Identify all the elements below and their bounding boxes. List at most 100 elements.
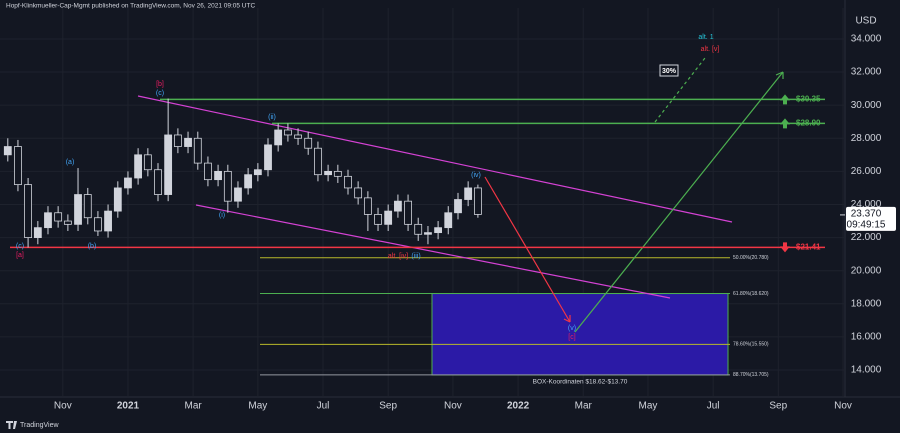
countdown: 09:49:15 xyxy=(847,220,886,231)
x-tick-label: Nov xyxy=(444,401,462,412)
candle-body xyxy=(244,174,253,189)
candle-body xyxy=(214,170,222,181)
y-tick-label: 16.000 xyxy=(851,332,882,343)
y-tick-label: 34.000 xyxy=(851,34,882,45)
wave-label: (b) xyxy=(88,243,97,250)
y-tick-label: 18.000 xyxy=(851,298,882,309)
fib-label: 88.70%(13.705) xyxy=(733,372,769,378)
candle-body xyxy=(54,212,63,222)
x-tick-label: Mar xyxy=(575,401,593,412)
candle-body xyxy=(284,129,292,136)
logo: TradingView xyxy=(20,422,59,429)
candle-body xyxy=(83,194,92,219)
x-tick-label: 2021 xyxy=(117,401,140,412)
note-box xyxy=(659,64,679,77)
candle-body xyxy=(3,146,12,156)
green-arrow-head xyxy=(775,71,784,79)
candle-body xyxy=(324,170,332,176)
channel-upper xyxy=(137,95,733,223)
x-tick-label: Jul xyxy=(707,401,720,412)
candle-body xyxy=(444,212,453,229)
y-tick-label: 14.000 xyxy=(851,365,882,376)
candle-body xyxy=(404,200,412,225)
candle-body xyxy=(454,199,462,214)
candle-body xyxy=(363,197,372,215)
candle-body xyxy=(124,177,132,189)
candle-body xyxy=(264,144,272,171)
candle-body xyxy=(424,232,432,235)
candle-body xyxy=(44,212,52,229)
candle-body xyxy=(24,184,32,238)
x-tick-label: May xyxy=(639,401,658,412)
wave-label: alt. [iv] xyxy=(388,253,408,260)
candle-body xyxy=(164,134,173,195)
candle-body xyxy=(354,187,363,199)
level-label: $21.41 xyxy=(796,242,821,251)
x-tick-label: 2022 xyxy=(507,401,530,412)
candle-body xyxy=(464,187,473,200)
wave-label: (v) xyxy=(568,325,576,332)
y-tick-label: 24.000 xyxy=(851,199,882,210)
fib-label: 78.60%(15.550) xyxy=(733,342,769,348)
x-tick-label: Jul xyxy=(317,401,330,412)
candle-body xyxy=(193,137,202,164)
candle-body xyxy=(223,170,232,202)
wave-label: (iii) xyxy=(411,253,420,260)
y-tick-label: 22.000 xyxy=(851,232,882,243)
wave-label: (iv) xyxy=(471,172,481,179)
wave-label: (ii) xyxy=(268,114,276,121)
candle-body xyxy=(134,154,143,179)
wave-label: [b] xyxy=(156,81,164,88)
candle-body xyxy=(253,169,262,176)
candle-body xyxy=(414,223,423,235)
candle-body xyxy=(374,214,382,225)
candle-body xyxy=(384,210,393,225)
candle-body xyxy=(204,162,212,181)
x-tick-label: Mar xyxy=(184,401,202,412)
candle-body xyxy=(113,187,122,212)
wave-label: (c) xyxy=(16,243,24,250)
x-tick-label: May xyxy=(248,401,267,412)
candle-body xyxy=(473,187,482,215)
candle-body xyxy=(314,147,322,176)
wave-label: alt. [v] xyxy=(701,46,720,53)
note: 30% xyxy=(662,68,677,75)
candle-body xyxy=(304,137,313,149)
level-label: $30.35 xyxy=(796,94,821,103)
price-tag xyxy=(846,206,896,231)
level-arrow xyxy=(780,94,790,105)
fib-label: 50.00%(20.780) xyxy=(733,255,769,261)
target-box xyxy=(431,293,729,376)
candle-body xyxy=(184,137,192,147)
candle-body xyxy=(173,134,182,147)
candle-body xyxy=(33,227,42,238)
x-tick-label: Nov xyxy=(54,401,72,412)
wave-label: [a] xyxy=(16,252,24,259)
currency: USD xyxy=(855,16,876,27)
candle-body xyxy=(143,154,152,171)
candle-body xyxy=(434,227,443,234)
candle-body xyxy=(274,129,283,146)
fib-label: 61.80%(18.620) xyxy=(733,291,769,297)
x-tick-label: Sep xyxy=(379,401,397,412)
candle-body xyxy=(344,175,352,189)
red-arrow-head xyxy=(563,315,571,323)
level-arrow xyxy=(780,118,790,129)
x-tick-label: Nov xyxy=(834,401,852,412)
y-tick-label: 28.000 xyxy=(851,133,882,144)
level-label: $28.90 xyxy=(796,118,821,127)
candle-body xyxy=(63,220,72,225)
candle-body xyxy=(333,170,342,177)
last-price: 23.370 xyxy=(851,209,882,220)
logo-icon xyxy=(6,421,17,429)
candle-body xyxy=(154,169,162,195)
y-tick-label: 20.000 xyxy=(851,265,882,276)
box-label: BOX-Koordinaten $18.62-$13.70 xyxy=(533,379,628,386)
candle-body xyxy=(74,194,82,225)
candle-body xyxy=(94,217,102,232)
wave-label: [c] xyxy=(568,334,575,341)
candle-body xyxy=(394,200,402,212)
candle-body xyxy=(14,146,22,186)
wave-label: alt. 1 xyxy=(698,34,713,41)
